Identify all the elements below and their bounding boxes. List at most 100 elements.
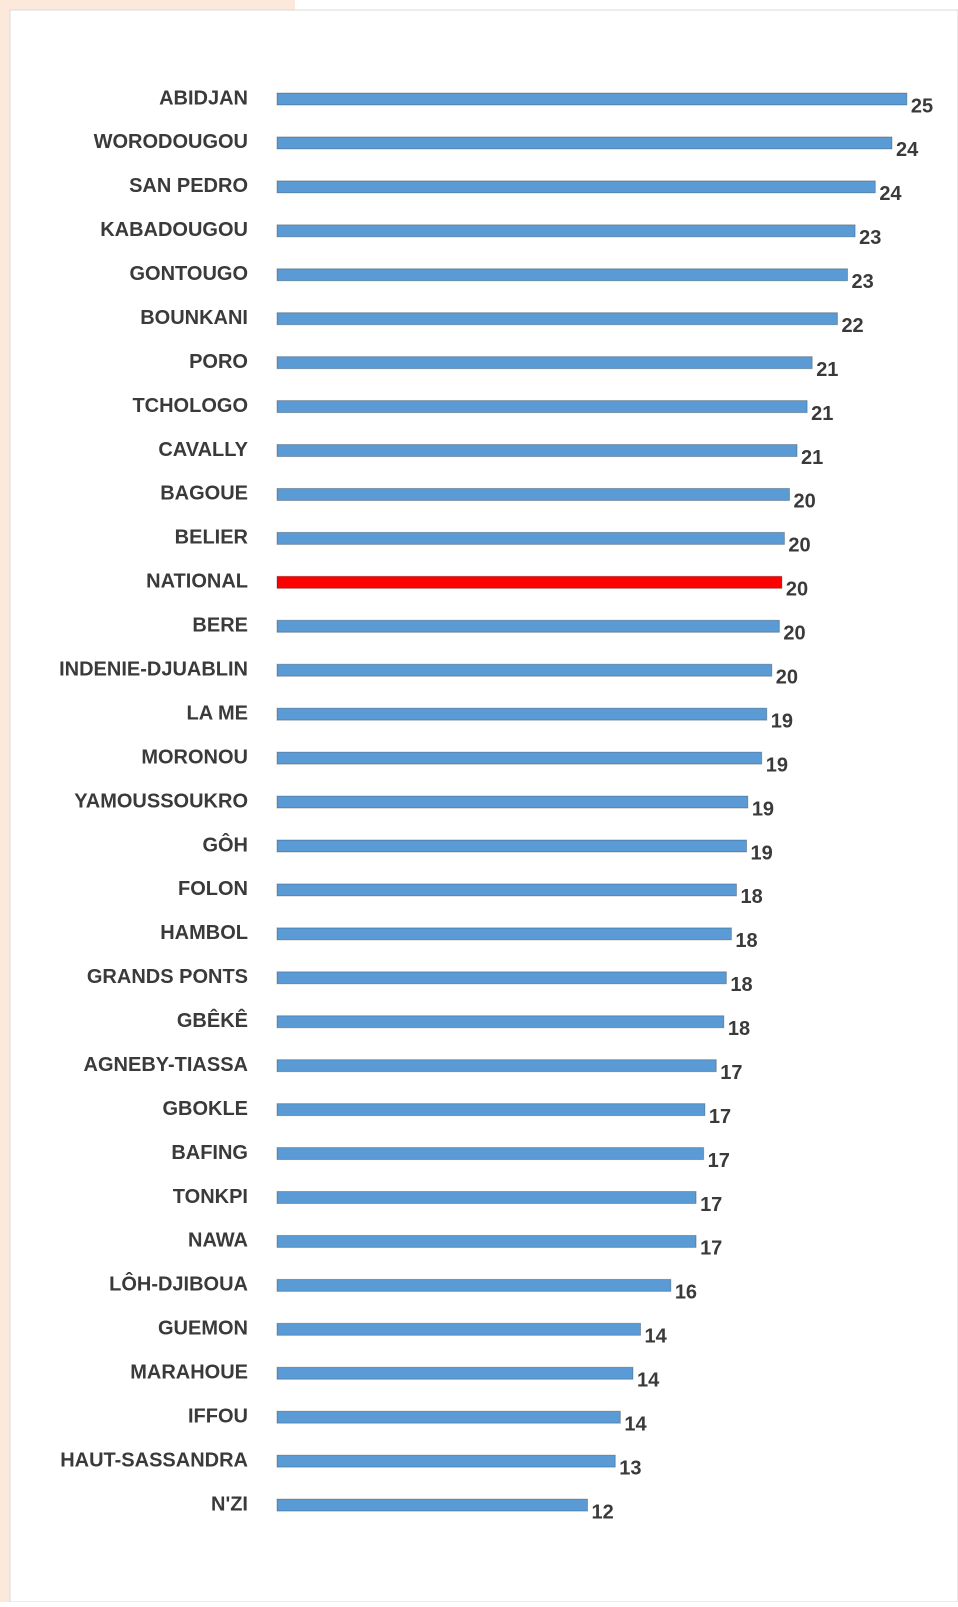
category-label: BERE: [192, 615, 248, 637]
data-label: 14: [637, 1370, 660, 1392]
bar: [276, 136, 893, 150]
bar: [276, 92, 908, 106]
data-label: 14: [645, 1326, 668, 1348]
category-label: MARAHOUE: [130, 1362, 248, 1384]
category-label: AGNEBY-TIASSA: [84, 1054, 248, 1076]
data-label: 12: [592, 1501, 614, 1523]
bar: [276, 707, 768, 721]
category-label: NAWA: [188, 1230, 248, 1252]
category-label: IFFOU: [188, 1405, 248, 1427]
data-label: 18: [730, 974, 752, 996]
bar: [276, 312, 838, 326]
data-label: 20: [786, 579, 808, 601]
category-label: BELIER: [175, 527, 249, 549]
data-label: 19: [771, 710, 793, 732]
data-label: 22: [841, 315, 863, 337]
bar: [276, 619, 780, 633]
bar: [276, 839, 748, 853]
data-label: 20: [793, 491, 815, 513]
category-label: MORONOU: [141, 746, 248, 768]
bar: [276, 1278, 672, 1292]
bar: [276, 795, 749, 809]
bar: [276, 883, 737, 897]
data-label: 17: [708, 1150, 730, 1172]
bar: [276, 1322, 642, 1336]
bar: [276, 356, 813, 370]
bar: [276, 751, 763, 765]
category-label: KABADOUGOU: [100, 219, 248, 241]
category-label: HAMBOL: [160, 922, 248, 944]
bar: [276, 487, 790, 501]
category-label: YAMOUSSOUKRO: [74, 790, 248, 812]
category-label: BOUNKANI: [140, 307, 248, 329]
data-label: 17: [720, 1062, 742, 1084]
bar: [276, 1059, 717, 1073]
bar: [276, 400, 808, 414]
data-label: 25: [911, 95, 933, 117]
data-label: 24: [879, 183, 902, 205]
bar: [276, 1234, 697, 1248]
category-label: HAUT-SASSANDRA: [60, 1449, 248, 1471]
category-label: PORO: [189, 351, 248, 373]
bar: [276, 575, 783, 589]
bar: [276, 1454, 616, 1468]
data-label: 14: [624, 1413, 647, 1435]
data-label: 24: [896, 139, 919, 161]
data-label: 20: [788, 535, 810, 557]
data-label: 19: [752, 798, 774, 820]
data-label: 13: [619, 1457, 641, 1479]
category-label: BAFING: [171, 1142, 248, 1164]
category-label: BAGOUE: [160, 483, 248, 505]
data-label: 20: [776, 667, 798, 689]
bar: [276, 531, 785, 545]
category-label: TCHOLOGO: [132, 395, 248, 417]
bar: [276, 1147, 705, 1161]
category-label: GUEMON: [158, 1318, 248, 1340]
bar: [276, 927, 732, 941]
category-label: SAN PEDRO: [129, 175, 248, 197]
data-label: 16: [675, 1282, 697, 1304]
bar: [276, 180, 876, 194]
bar: [276, 1366, 634, 1380]
data-label: 21: [816, 359, 838, 381]
category-label: GBOKLE: [162, 1098, 248, 1120]
bar: [276, 1498, 589, 1512]
data-label: 18: [735, 930, 757, 952]
category-label: GÔH: [202, 832, 248, 856]
category-label: NATIONAL: [146, 571, 248, 593]
data-label: 21: [801, 447, 823, 469]
category-label: INDENIE-DJUABLIN: [59, 659, 248, 681]
category-label: FOLON: [178, 878, 248, 900]
bar: [276, 268, 849, 282]
data-label: 18: [728, 1018, 750, 1040]
category-label: GONTOUGO: [129, 263, 248, 285]
data-label: 23: [859, 227, 881, 249]
data-label: 23: [852, 271, 874, 293]
data-label: 19: [751, 842, 773, 864]
bar: [276, 1410, 621, 1424]
category-label: WORODOUGOU: [94, 131, 248, 153]
data-label: 21: [811, 403, 833, 425]
category-label: LA ME: [187, 702, 248, 724]
category-label: N'ZI: [211, 1493, 248, 1515]
data-label: 17: [709, 1106, 731, 1128]
bar: [276, 1103, 706, 1117]
category-label: GRANDS PONTS: [87, 966, 248, 988]
category-label: GBÊKÊ: [177, 1008, 248, 1032]
data-label: 18: [740, 886, 762, 908]
bar: [276, 971, 727, 985]
data-label: 17: [700, 1238, 722, 1260]
data-label: 20: [783, 623, 805, 645]
bar: [276, 224, 856, 238]
data-label: 17: [700, 1194, 722, 1216]
category-label: TONKPI: [173, 1186, 248, 1208]
bar: [276, 444, 798, 458]
data-label: 19: [766, 754, 788, 776]
bar: [276, 1191, 697, 1204]
category-label: ABIDJAN: [159, 87, 248, 109]
bar: [276, 1015, 725, 1029]
category-label: LÔH-DJIBOUA: [109, 1272, 248, 1296]
bar: [276, 663, 773, 677]
